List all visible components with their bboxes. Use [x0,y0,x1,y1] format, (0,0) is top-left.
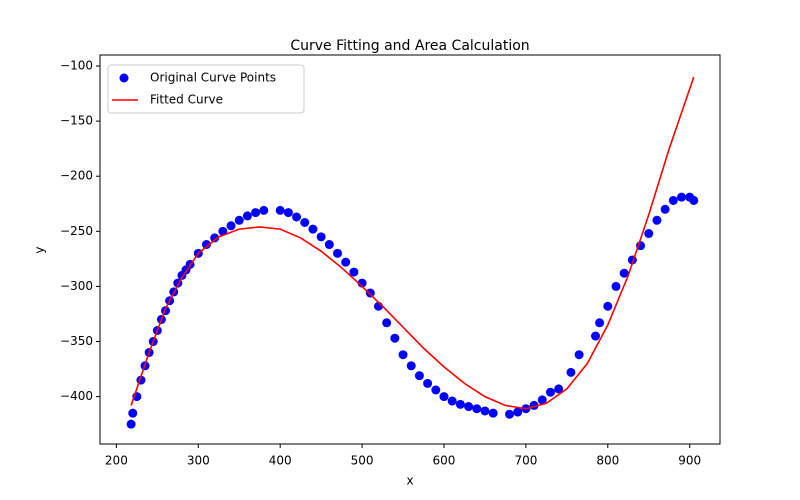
scatter-point [689,195,699,205]
scatter-point [349,267,359,277]
scatter-point [505,409,515,419]
x-tick-label: 600 [433,454,456,468]
scatter-point [447,396,457,406]
x-tick-label: 800 [596,454,619,468]
scatter-point [545,387,555,397]
scatter-point [677,192,687,202]
scatter-point [324,240,334,250]
scatter-point [652,215,662,225]
scatter-point [251,208,261,218]
scatter-point [308,224,318,234]
legend-label: Original Curve Points [150,71,276,85]
scatter-point [283,208,293,218]
fitted-line [130,76,695,410]
scatter-point [333,248,343,258]
scatter-point [201,240,211,250]
scatter-point [472,404,482,414]
scatter-point [414,371,424,381]
scatter-point [513,407,523,417]
scatter-point [218,226,228,236]
y-tick-label: −350 [60,334,93,348]
scatter-point [431,385,441,395]
scatter-point [537,395,547,405]
scatter-point [259,205,269,215]
scatter-point [300,218,310,228]
scatter-point [619,268,629,278]
y-tick-label: −300 [60,279,93,293]
scatter-point [126,419,136,429]
plot-frame [99,54,721,445]
x-tick-label: 900 [678,454,701,468]
scatter-point [423,378,433,388]
scatter-point [390,333,400,343]
scatter-point [234,215,244,225]
scatter-point [275,205,285,215]
legend-marker [119,73,129,83]
scatter-point [644,229,654,239]
y-axis-label: y [33,246,47,253]
scatter-point [398,350,408,360]
scatter-point [242,211,252,221]
scatter-point [292,212,302,222]
x-tick-label: 400 [269,454,292,468]
y-tick-label: −150 [60,114,93,128]
scatter-point [316,232,326,242]
scatter-point [660,204,670,214]
scatter-point [406,361,416,371]
scatter-point [591,331,601,341]
chart-title: Curve Fitting and Area Calculation [290,38,529,54]
scatter-point [128,408,138,418]
y-tick-label: −250 [60,224,93,238]
legend-box [107,64,305,114]
x-tick-label: 200 [105,454,128,468]
scatter-point [603,301,613,311]
legend-label: Fitted Curve [150,93,223,107]
y-tick-label: −200 [60,169,93,183]
scatter-point [668,195,678,205]
scatter-point [455,399,465,409]
scatter-point [554,384,564,394]
scatter-point [488,408,498,418]
scatter-point [382,318,392,328]
scatter-point [574,350,584,360]
scatter-point [439,392,449,402]
x-tick-label: 700 [514,454,537,468]
scatter-point [365,288,375,298]
scatter-point [341,257,351,267]
scatter-point [611,281,621,291]
y-tick-label: −100 [60,59,93,73]
y-tick-label: −400 [60,389,93,403]
scatter-point [480,406,490,416]
scatter-point [595,318,605,328]
scatter-point [210,233,220,243]
x-axis-label: x [406,474,413,488]
scatter-point [464,402,474,412]
scatter-point [226,221,236,231]
x-tick-label: 500 [351,454,374,468]
scatter-point [566,367,576,377]
x-tick-label: 300 [187,454,210,468]
